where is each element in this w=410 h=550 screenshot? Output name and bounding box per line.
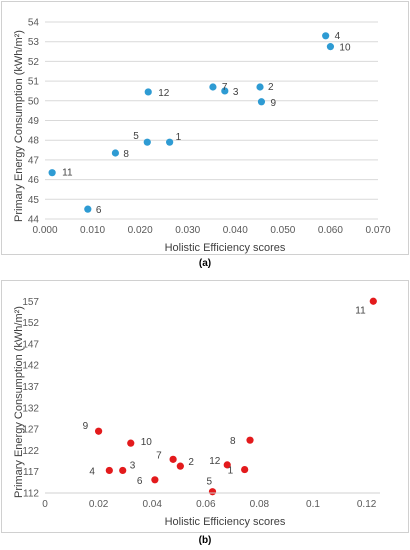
data-point	[369, 297, 377, 305]
data-point	[151, 476, 159, 484]
x-tick-label: 0.060	[318, 225, 343, 236]
y-tick-label: 46	[28, 175, 40, 186]
x-tick-label: 0.02	[89, 499, 109, 510]
y-tick-label: 117	[23, 467, 39, 478]
y-tick-label: 52	[28, 57, 40, 68]
y-tick-label: 132	[22, 403, 39, 414]
data-point-label: 3	[130, 460, 136, 471]
x-tick-label: 0.1	[306, 499, 320, 510]
x-tick-label: 0	[42, 499, 48, 510]
data-point-label: 11	[355, 305, 366, 316]
data-point-label: 11	[62, 168, 73, 179]
x-tick-label: 0.12	[357, 499, 377, 510]
y-axis-title: Primary Energy Consumption (kWh/m²)	[13, 306, 25, 498]
data-point-label: 3	[233, 87, 239, 98]
data-point	[241, 465, 249, 474]
data-point-label: 9	[270, 98, 276, 109]
data-point	[221, 87, 229, 95]
y-tick-label: 157	[22, 297, 39, 308]
chart-panel-a: 44 45 46 47 48 49 50 51 52 53 54 0.000 0.010 0.020 0.…	[1, 1, 409, 269]
data-point	[326, 43, 335, 51]
data-point-label: 8	[230, 436, 236, 447]
data-point-label: 5	[133, 131, 139, 142]
data-point-label: 12	[158, 88, 170, 99]
data-point-label: 4	[335, 31, 341, 42]
x-tick-label: 0.04	[142, 499, 162, 510]
x-tick-label: 0.08	[250, 499, 270, 510]
x-axis-title: Holistic Efficiency scores	[165, 242, 286, 254]
y-tick-label: 142	[22, 361, 39, 372]
data-point-label: 6	[137, 476, 143, 487]
panel-caption: (b)	[198, 535, 212, 546]
data-point	[111, 149, 120, 157]
chart-frame	[1, 1, 409, 255]
x-tick-label: 0.06	[196, 499, 216, 510]
data-point	[246, 436, 254, 444]
x-tick-label: 0.050	[270, 225, 295, 236]
data-point	[143, 138, 151, 146]
x-tick-label: 0.030	[175, 225, 200, 236]
data-point	[166, 138, 174, 146]
data-point	[95, 427, 103, 435]
data-point	[169, 455, 177, 463]
data-point	[257, 98, 266, 106]
y-axis-title: Primary Energy Consumption (kWh/m²)	[13, 30, 25, 222]
y-tick-label: 152	[22, 318, 39, 329]
y-tick-label: 45	[28, 195, 40, 206]
y-tick-label: 44	[28, 215, 40, 226]
data-point	[105, 466, 113, 475]
y-tick-label: 122	[22, 446, 39, 457]
data-point-label: 1	[176, 132, 182, 143]
data-point	[256, 83, 264, 91]
data-point-label: 9	[83, 421, 89, 432]
data-point-label: 2	[268, 82, 274, 93]
data-point-label: 4	[89, 466, 95, 477]
y-tick-label: 48	[28, 136, 40, 147]
data-point-label: 5	[207, 477, 213, 488]
y-tick-label: 51	[28, 77, 40, 88]
data-point	[223, 461, 231, 469]
x-tick-label: 0.070	[365, 225, 390, 236]
chart-panel-b: 112 117 122 127 132 137 142 147 152 157 0 0.02 0.04…	[0, 279, 410, 550]
x-tick-label: 0.040	[223, 225, 248, 236]
x-axis-title: Holistic Efficiency scores	[165, 516, 286, 528]
data-point	[208, 488, 217, 496]
data-point	[48, 169, 56, 177]
data-point-label: 8	[123, 149, 129, 160]
y-tick-label: 112	[23, 489, 39, 500]
data-point	[209, 83, 217, 91]
panel-caption: (a)	[198, 258, 212, 269]
y-tick-label: 53	[28, 37, 40, 48]
y-tick-label: 47	[28, 155, 40, 166]
y-tick-label: 54	[28, 18, 40, 29]
data-point-label: 7	[222, 82, 228, 93]
y-tick-label: 49	[28, 116, 40, 127]
data-point-label: 12	[209, 456, 221, 467]
y-tick-label: 127	[22, 425, 39, 436]
data-point	[84, 205, 92, 213]
y-tick-label: 50	[28, 96, 40, 107]
y-tick-label: 147	[22, 339, 39, 350]
y-tick-label: 137	[22, 382, 39, 393]
data-point-label: 2	[188, 457, 194, 468]
data-point-label: 10	[339, 43, 351, 54]
data-point	[176, 462, 184, 470]
data-point-label: 1	[228, 466, 234, 477]
x-tick-label: 0.010	[80, 225, 105, 236]
data-point-label: 6	[96, 205, 102, 216]
data-point-label: 10	[141, 437, 153, 448]
data-point	[119, 466, 127, 475]
data-point	[144, 88, 152, 96]
chart-frame	[1, 280, 409, 533]
x-tick-label: 0.000	[32, 225, 57, 236]
data-point-label: 7	[156, 450, 162, 461]
data-point	[127, 439, 135, 447]
x-tick-label: 0.020	[128, 225, 153, 236]
data-point	[322, 32, 330, 40]
